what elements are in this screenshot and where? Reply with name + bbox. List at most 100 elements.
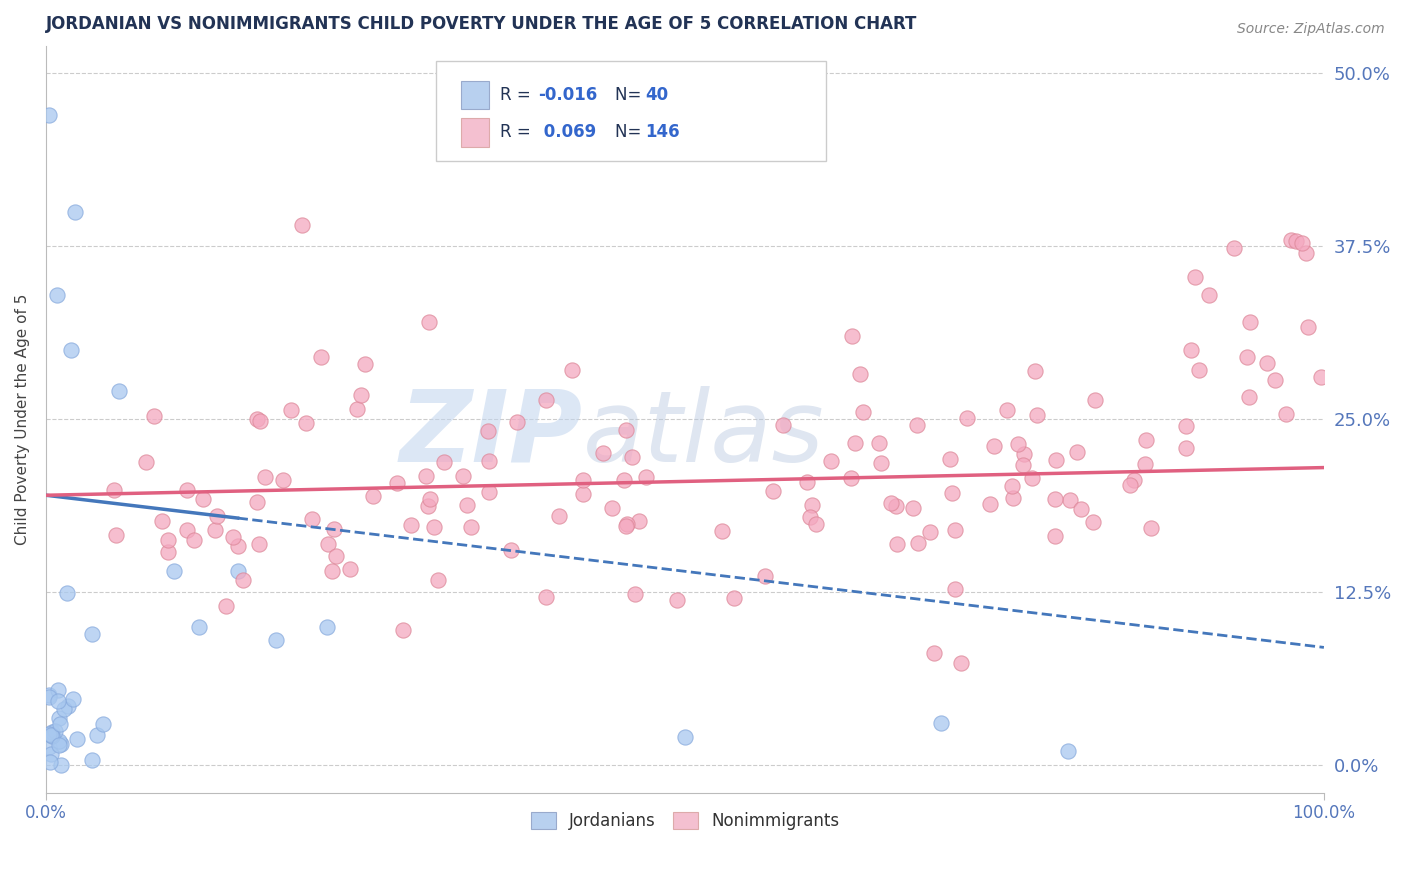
- Point: [636, 470, 658, 484]
- Point: [1237, 390, 1260, 404]
- Text: atlas: atlas: [582, 385, 824, 483]
- Point: [1135, 457, 1157, 471]
- Point: [247, 537, 270, 551]
- Point: [561, 362, 583, 376]
- Text: JORDANIAN VS NONIMMIGRANTS CHILD POVERTY UNDER THE AGE OF 5 CORRELATION CHART: JORDANIAN VS NONIMMIGRANTS CHILD POVERTY…: [46, 15, 917, 33]
- Point: [943, 524, 966, 538]
- Point: [39, 728, 62, 742]
- Point: [1275, 407, 1298, 421]
- Point: [1296, 320, 1319, 334]
- Point: [844, 436, 866, 450]
- Point: [49, 717, 72, 731]
- Point: [204, 523, 226, 537]
- Point: [614, 518, 637, 533]
- Point: [419, 492, 441, 507]
- Point: [46, 287, 69, 301]
- Point: [849, 367, 872, 381]
- Point: [1059, 492, 1081, 507]
- Point: [1180, 343, 1202, 357]
- Point: [271, 473, 294, 487]
- Point: [620, 450, 643, 464]
- Point: [1066, 445, 1088, 459]
- Point: [207, 509, 229, 524]
- Point: [1256, 356, 1278, 370]
- Point: [246, 412, 269, 426]
- Point: [572, 487, 595, 501]
- Point: [1295, 246, 1317, 260]
- Point: [80, 627, 103, 641]
- Point: [104, 528, 127, 542]
- Point: [1070, 501, 1092, 516]
- Point: [869, 456, 891, 470]
- Point: [1012, 447, 1035, 461]
- Point: [1285, 234, 1308, 248]
- Point: [215, 599, 238, 614]
- Point: [1222, 241, 1244, 255]
- Point: [339, 562, 361, 576]
- Point: [941, 485, 963, 500]
- Point: [979, 497, 1001, 511]
- Point: [983, 440, 1005, 454]
- Point: [1007, 437, 1029, 451]
- Point: [385, 475, 408, 490]
- Point: [841, 329, 863, 343]
- Point: [52, 702, 75, 716]
- Point: [354, 357, 377, 371]
- Point: [478, 485, 501, 500]
- Point: [1310, 370, 1333, 384]
- Point: [433, 455, 456, 469]
- Point: [1175, 419, 1198, 434]
- Point: [938, 451, 960, 466]
- Point: [226, 540, 249, 554]
- Point: [264, 633, 287, 648]
- Point: [249, 414, 271, 428]
- Point: [48, 734, 70, 748]
- Point: [316, 620, 339, 634]
- FancyBboxPatch shape: [461, 118, 489, 146]
- Point: [799, 510, 821, 524]
- Point: [38, 727, 60, 741]
- Text: N=: N=: [614, 86, 647, 104]
- Point: [350, 388, 373, 402]
- Point: [499, 543, 522, 558]
- Point: [905, 417, 928, 432]
- Point: [1135, 434, 1157, 448]
- Text: 0.069: 0.069: [538, 123, 596, 141]
- Point: [536, 392, 558, 407]
- Point: [280, 403, 302, 417]
- Point: [907, 536, 929, 550]
- Point: [39, 747, 62, 761]
- Point: [572, 473, 595, 487]
- Point: [226, 564, 249, 578]
- Point: [183, 533, 205, 547]
- Point: [93, 717, 115, 731]
- Point: [222, 530, 245, 544]
- Point: [613, 473, 636, 487]
- Point: [254, 469, 277, 483]
- Point: [108, 384, 131, 399]
- Point: [478, 454, 501, 468]
- Point: [614, 423, 637, 437]
- Point: [665, 592, 688, 607]
- Point: [157, 545, 180, 559]
- Point: [796, 475, 818, 489]
- Text: 40: 40: [645, 86, 668, 104]
- Point: [1081, 516, 1104, 530]
- Point: [1045, 529, 1067, 543]
- Point: [460, 519, 482, 533]
- FancyBboxPatch shape: [436, 61, 825, 161]
- Point: [295, 416, 318, 430]
- Point: [949, 656, 972, 670]
- Point: [886, 537, 908, 551]
- Point: [762, 484, 785, 499]
- Point: [245, 494, 267, 508]
- Point: [325, 549, 347, 563]
- Point: [772, 418, 794, 433]
- Point: [1057, 744, 1080, 758]
- Point: [63, 204, 86, 219]
- Point: [103, 483, 125, 497]
- Point: [1084, 393, 1107, 408]
- Point: [59, 343, 82, 357]
- Point: [1012, 458, 1035, 473]
- Point: [361, 489, 384, 503]
